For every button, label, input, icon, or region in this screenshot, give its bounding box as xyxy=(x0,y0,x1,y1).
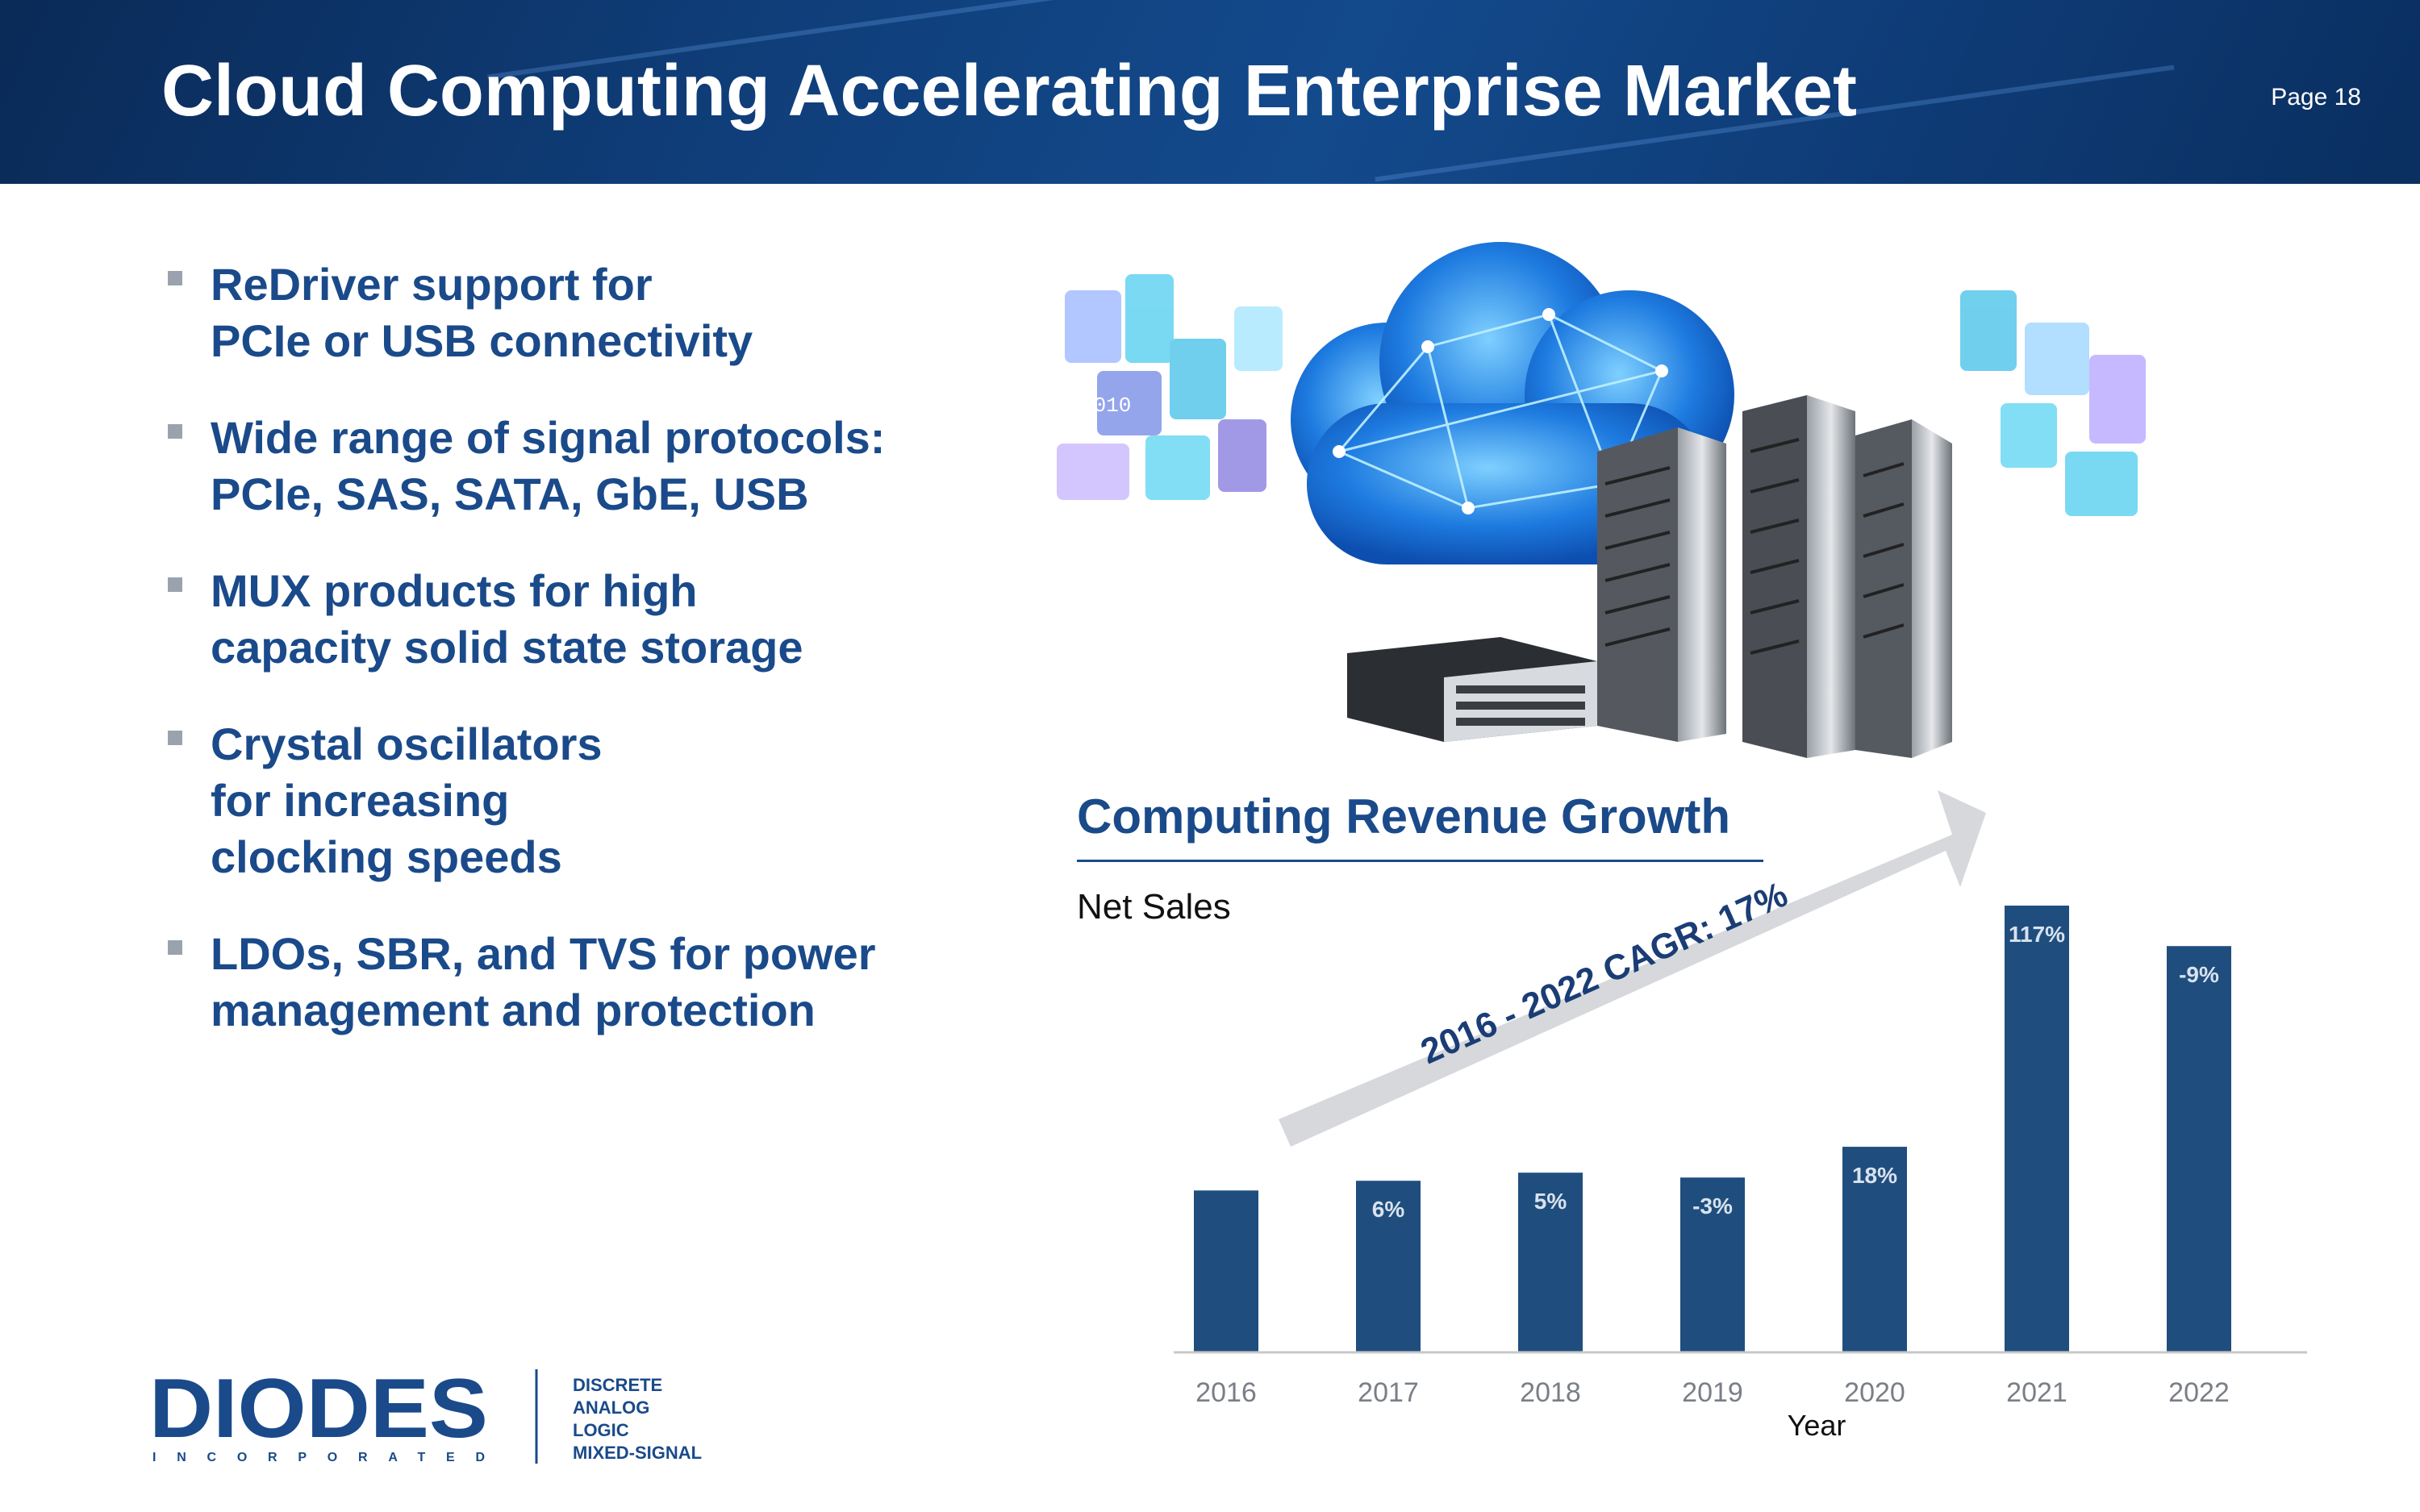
bar-2020 xyxy=(1842,1147,1907,1352)
bullet-item: Crystal oscillators for increasing clock… xyxy=(161,716,968,885)
bullet-text: Crystal oscillators for increasing clock… xyxy=(211,719,603,882)
slide-title: Cloud Computing Accelerating Enterprise … xyxy=(161,51,1857,131)
data-label-2018: 5% xyxy=(1534,1189,1567,1214)
x-axis-ticks: 2016 2017 2018 2019 2020 2021 2022 xyxy=(1195,1377,2230,1408)
data-label-2020: 18% xyxy=(1852,1163,1897,1188)
data-label-2021: 117% xyxy=(2009,922,2065,947)
server-box xyxy=(1347,637,1597,742)
bullet-item: MUX products for high capacity solid sta… xyxy=(161,563,968,676)
data-label-2017: 6% xyxy=(1372,1197,1405,1222)
logo-category: ANALOG xyxy=(573,1397,649,1418)
bullet-marker xyxy=(168,731,182,745)
bullet-item: Wide range of signal protocols: PCIe, SA… xyxy=(161,410,968,523)
page-number: Page 18 xyxy=(2271,84,2361,110)
bar-2022 xyxy=(2167,946,2231,1352)
data-label-2022: -9% xyxy=(2179,962,2219,987)
bar-2017 xyxy=(1356,1181,1421,1352)
diodes-logo: DIODES INCORPORATED DISCRETE ANALOG LOGI… xyxy=(149,1363,702,1464)
x-tick-2019: 2019 xyxy=(1682,1377,1743,1408)
cagr-arrow: 2016 - 2022 CAGR: 17% xyxy=(1279,790,1986,1147)
logo-wordmark: DIODES xyxy=(149,1363,488,1456)
bullet-text: Wide range of signal protocols: PCIe, SA… xyxy=(211,412,886,519)
revenue-bar-chart: 2016 - 2022 CAGR: 17% 6% 5% -3%18%117%-9% … xyxy=(1174,790,2307,1442)
logo-category: LOGIC xyxy=(573,1420,629,1440)
x-tick-2018: 2018 xyxy=(1520,1377,1581,1408)
data-tiles-left: 1010 xyxy=(1057,274,1283,500)
x-tick-2021: 2021 xyxy=(2006,1377,2067,1408)
chart-title-underline xyxy=(1077,860,1763,862)
x-tick-2017: 2017 xyxy=(1358,1377,1419,1408)
x-axis-label: Year xyxy=(1788,1409,1846,1442)
bullet-item: ReDriver support for PCIe or USB connect… xyxy=(161,256,968,369)
bullet-marker xyxy=(168,271,182,285)
bullet-marker xyxy=(168,940,182,955)
binary-text: 1010 xyxy=(1081,394,1131,418)
bullet-marker xyxy=(168,577,182,592)
data-tiles-right xyxy=(1960,290,2146,516)
header-banner: Cloud Computing Accelerating Enterprise … xyxy=(0,0,2420,184)
logo-category: MIXED-SIGNAL xyxy=(573,1443,702,1463)
bullet-text: LDOs, SBR, and TVS for power management … xyxy=(211,928,876,1035)
x-tick-2020: 2020 xyxy=(1844,1377,1905,1408)
x-tick-2022: 2022 xyxy=(2168,1377,2230,1408)
bullet-list: ReDriver support for PCIe or USB connect… xyxy=(161,256,968,1079)
bar-2021 xyxy=(2005,906,2069,1352)
chart-subtitle: Net Sales xyxy=(1077,887,1231,927)
bullet-item: LDOs, SBR, and TVS for power management … xyxy=(161,926,968,1039)
server-racks xyxy=(1597,395,1952,758)
chart-title: Computing Revenue Growth xyxy=(1077,789,1730,843)
bullet-marker xyxy=(168,424,182,439)
x-tick-2016: 2016 xyxy=(1195,1377,1257,1408)
bar-2018 xyxy=(1518,1173,1583,1352)
bar-2016 xyxy=(1194,1190,1258,1352)
bullet-text: MUX products for high capacity solid sta… xyxy=(211,565,803,673)
bullet-text: ReDriver support for PCIe or USB connect… xyxy=(211,259,753,366)
cagr-annotation: 2016 - 2022 CAGR: 17% xyxy=(1415,874,1793,1072)
bar-2019 xyxy=(1680,1177,1745,1352)
bar-series: 6% 5% -3% 18% 117% -9% xyxy=(1194,906,2231,1352)
data-label-2019: -3% xyxy=(1692,1193,1733,1218)
logo-category: DISCRETE xyxy=(573,1375,662,1395)
cloud-servers-illustration: 1010 xyxy=(1057,242,2146,758)
